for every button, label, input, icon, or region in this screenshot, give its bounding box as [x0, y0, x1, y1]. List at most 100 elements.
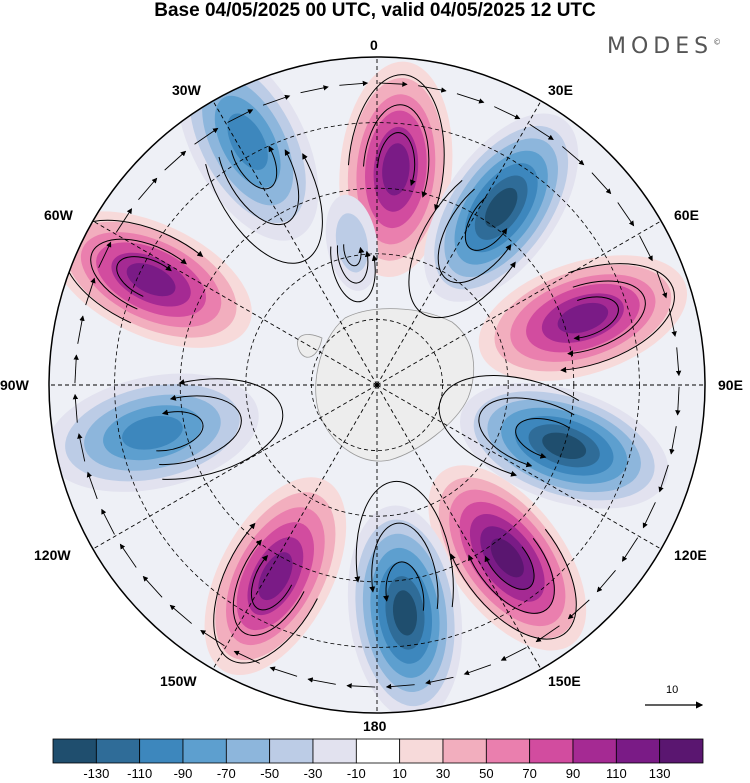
colorbar-tick-label: 130 [648, 766, 671, 781]
colorbar [52, 738, 704, 764]
meridian-line [376, 384, 542, 670]
streamline [205, 153, 323, 264]
colorbar-tick-label: -30 [303, 766, 323, 781]
anomaly-contour [382, 143, 410, 196]
anomaly-cell [428, 465, 587, 651]
vortex-streamlines [438, 375, 580, 477]
colorbar-segment [182, 738, 227, 764]
anomaly-contour [258, 552, 293, 601]
streamline [90, 238, 187, 310]
meridian-line [92, 384, 378, 550]
colorbar-segment [399, 738, 444, 764]
reference-vector-label: 10 [666, 684, 679, 696]
streamline [347, 74, 445, 211]
map-boundary [48, 56, 706, 714]
lon-label-120w: 120W [34, 547, 71, 563]
anomaly-contour [542, 432, 587, 460]
colorbar-segment [442, 738, 487, 764]
colorbar-tick-label: 50 [479, 766, 494, 781]
flow-arrow [617, 202, 635, 227]
colorbar-tick-label: -10 [346, 766, 366, 781]
lon-label-60w: 60W [44, 207, 73, 223]
vortex-streamlines [213, 522, 318, 664]
streamline [363, 104, 430, 198]
lon-label-30w: 30W [172, 82, 201, 98]
anomaly-cell [49, 373, 259, 492]
vortex-streamlines [205, 145, 323, 264]
meridian-line [92, 220, 378, 386]
flow-arrow [621, 537, 639, 562]
colorbar-segment [529, 738, 574, 764]
streamline [450, 528, 577, 640]
flow-arrow [463, 664, 492, 676]
flow-arrow [77, 433, 86, 462]
logo-text: MODES [607, 34, 714, 59]
streamline [438, 375, 580, 477]
vortex-streamlines [347, 74, 445, 211]
vortex-streamlines [330, 244, 378, 303]
flow-arrow [164, 150, 187, 171]
parallel-circle [179, 187, 575, 583]
streamline [383, 561, 425, 611]
flow-arrow [233, 650, 260, 664]
lon-label-180: 180 [363, 718, 387, 734]
lon-label-60e: 60E [674, 207, 699, 223]
flow-arrow [200, 629, 225, 647]
flow-arrow [500, 647, 527, 661]
flow-arrow [378, 81, 408, 87]
flow-arrow [227, 109, 254, 123]
vortex-streamlines [408, 179, 516, 319]
streamline [336, 245, 371, 284]
streamline [567, 280, 646, 357]
flow-arrow [639, 235, 653, 262]
flow-arrow [262, 94, 291, 106]
colorbar-segment [52, 738, 97, 764]
graticule [49, 57, 705, 713]
modes-logo: MODES© [607, 34, 721, 59]
flow-arrow [269, 666, 298, 677]
streamline [354, 480, 454, 608]
anomaly-contour [557, 302, 609, 334]
flow-arrow [562, 146, 585, 166]
streamline [162, 378, 284, 480]
colorbar-segment [659, 738, 704, 764]
flow-arrow [142, 575, 163, 598]
flow-arrow [418, 85, 447, 93]
colorbar-tick-label: 90 [565, 766, 581, 781]
map-title: Base 04/05/2025 00 UTC, valid 04/05/2025… [154, 0, 596, 21]
streamline [343, 244, 365, 267]
anomaly-contour [392, 590, 418, 636]
anomaly-cell [347, 505, 463, 713]
anomaly-cell [424, 113, 579, 302]
anomaly-contour [490, 538, 524, 578]
streamline [468, 538, 555, 614]
parallel-circle [114, 122, 640, 648]
lon-label-30e: 30E [548, 82, 573, 98]
colorbar-segment [95, 738, 141, 764]
colorbar-segment [355, 738, 401, 764]
streamline [376, 132, 416, 186]
parallel-circle [310, 318, 443, 451]
anomaly-cell [204, 477, 347, 676]
colorbar-segment [139, 738, 184, 764]
lon-label-150e: 150E [548, 673, 581, 689]
colorbar-segment [615, 738, 661, 764]
copyright-mark: © [713, 37, 722, 47]
flow-arrow [169, 604, 192, 624]
lon-label-90e: 90E [718, 377, 743, 393]
colorbar-tick-label: 70 [522, 766, 537, 781]
flow-arrow [101, 508, 115, 535]
colorbar-segment [225, 738, 271, 764]
flow-arrow [425, 676, 454, 685]
flow-arrow [385, 683, 415, 690]
south-pole-marker [374, 382, 380, 388]
meridian-line [376, 100, 542, 386]
streamline [156, 409, 204, 452]
flow-arrow [494, 106, 521, 120]
flow-arrow [596, 570, 616, 593]
streamline [437, 188, 512, 284]
meridian-line [212, 384, 378, 670]
anomaly-contour [484, 187, 518, 228]
flow-arrow [658, 464, 669, 493]
lon-label-90w: 90W [0, 377, 29, 393]
